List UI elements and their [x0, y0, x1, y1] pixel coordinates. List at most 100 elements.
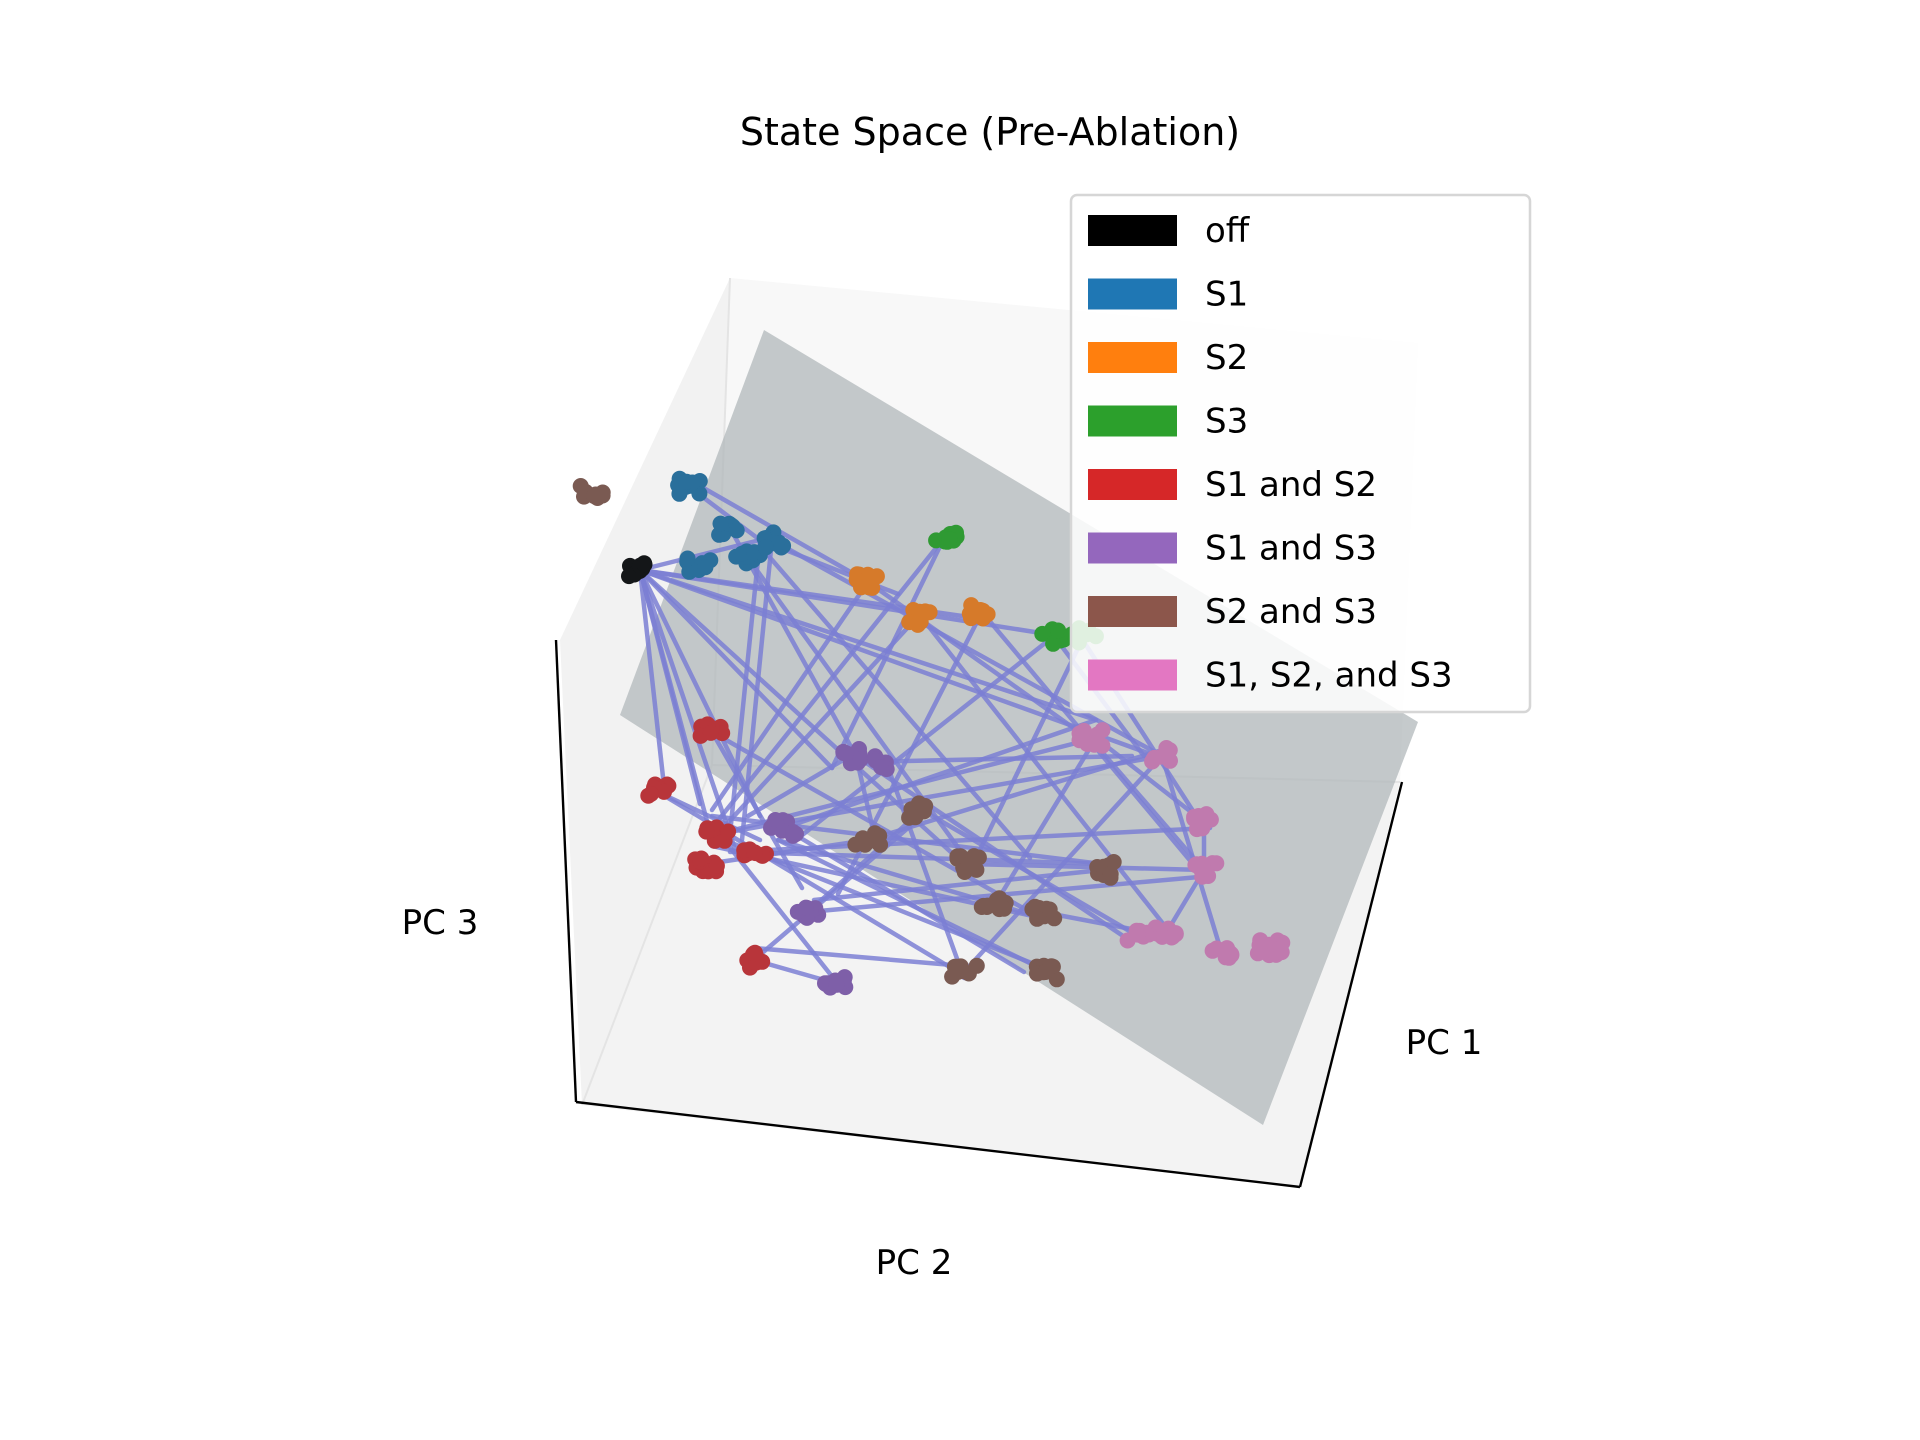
- state-point: [917, 798, 934, 814]
- legend-swatch: [1088, 342, 1177, 373]
- state-point: [949, 848, 966, 865]
- state-point: [733, 545, 750, 562]
- state-point: [1029, 910, 1046, 927]
- state-point: [708, 857, 725, 874]
- state-cluster-5: [698, 819, 737, 849]
- state-point: [746, 844, 763, 861]
- legend: off S1 S2 S3 S1 and S2 S1 and S3 S2 and S3 S1, …: [1069, 193, 1532, 714]
- state-cluster-8: [1249, 932, 1291, 964]
- state-cluster-5: [640, 776, 677, 804]
- state-cluster-2: [756, 524, 792, 556]
- state-cluster-8: [1186, 806, 1219, 838]
- legend-swatch: [1088, 596, 1177, 627]
- state-point: [712, 515, 729, 532]
- fitted-plane: [620, 330, 1418, 1125]
- state-cluster-5: [739, 944, 771, 976]
- state-point: [1043, 958, 1060, 975]
- state-cluster-7: [949, 848, 987, 880]
- legend-swatch: [1088, 532, 1177, 564]
- transition-line: [697, 483, 871, 585]
- state-cluster-6: [817, 969, 854, 996]
- legend-items: off S1 S2 S3 S1 and S2 S1 and S3 S2 and S3 S1, …: [1088, 211, 1453, 696]
- state-point: [636, 556, 653, 573]
- state-point: [702, 724, 719, 741]
- state-point: [857, 836, 873, 853]
- transition-line: [637, 567, 763, 819]
- transition-line: [775, 837, 1051, 975]
- state-cluster-4: [928, 524, 965, 550]
- state-point: [678, 473, 695, 490]
- state-point: [693, 850, 710, 867]
- state-point: [1164, 928, 1181, 945]
- state-cluster-2: [679, 550, 719, 580]
- state-cluster-7: [1089, 854, 1122, 886]
- legend-label: S2: [1205, 338, 1248, 378]
- transition-line: [709, 579, 871, 813]
- state-cluster-6: [789, 899, 827, 926]
- legend-swatch: [1088, 659, 1177, 691]
- state-point: [1187, 857, 1204, 873]
- state-point: [991, 890, 1008, 907]
- transition-line: [967, 861, 1207, 873]
- chart-title: State Space (Pre-Ablation): [740, 110, 1240, 154]
- state-point: [698, 823, 715, 840]
- state-point: [1071, 725, 1088, 742]
- transition-line: [703, 837, 871, 867]
- transition-line: [637, 567, 1099, 723]
- state-point: [679, 550, 696, 567]
- state-cluster-7: [1028, 957, 1065, 988]
- state-point: [838, 745, 855, 762]
- state-point: [974, 602, 991, 619]
- state-cluster-3: [961, 597, 996, 627]
- state-point: [1086, 736, 1103, 753]
- state-point: [643, 786, 659, 802]
- state-point: [656, 783, 672, 800]
- state-point: [1251, 937, 1268, 954]
- legend-label: S1 and S3: [1205, 529, 1377, 569]
- state-point: [594, 487, 611, 504]
- y-axis-label: PC 2: [876, 1243, 953, 1283]
- transition-line: [637, 567, 667, 789]
- state-point: [745, 945, 762, 962]
- legend-label: S1, S2, and S3: [1205, 656, 1453, 696]
- state-cluster-6: [866, 748, 895, 778]
- state-cluster-5: [736, 841, 774, 864]
- state-point: [873, 759, 890, 776]
- transition-lines: [637, 483, 1225, 987]
- transition-line: [859, 753, 1135, 765]
- transition-line: [637, 567, 715, 843]
- state-cluster-5: [692, 716, 731, 744]
- state-point: [1188, 821, 1205, 838]
- state-point: [728, 522, 745, 539]
- state-point: [1146, 749, 1163, 766]
- transition-line: [721, 837, 841, 987]
- state-point: [797, 899, 814, 916]
- y-axis-line: [575, 1100, 1301, 1189]
- state-cluster-7: [572, 478, 611, 506]
- transition-line: [919, 807, 1141, 939]
- legend-swatch: [1088, 278, 1177, 310]
- legend-label: S2 and S3: [1205, 592, 1377, 632]
- state-cluster-3: [901, 602, 938, 633]
- state-cluster-2: [711, 515, 745, 543]
- legend-swatch: [1088, 215, 1177, 246]
- legend-swatch: [1088, 405, 1177, 437]
- state-cluster-7: [1024, 898, 1063, 927]
- state-point: [852, 751, 869, 768]
- transition-line: [919, 615, 1171, 933]
- state-cluster-7: [847, 825, 889, 853]
- axis-lines: [554, 639, 1404, 1189]
- state-point: [1198, 806, 1215, 823]
- state-cluster-8: [1144, 740, 1178, 770]
- transition-line: [727, 537, 763, 837]
- legend-label: off: [1205, 211, 1251, 251]
- state-point: [1194, 868, 1211, 885]
- state-cluster-8: [1204, 940, 1240, 966]
- state-point: [1045, 635, 1062, 652]
- state-cluster-2: [670, 470, 708, 502]
- state-cluster-5: [687, 850, 725, 880]
- z-axis-line: [554, 639, 578, 1103]
- state-cluster-6: [835, 741, 869, 772]
- transition-line: [745, 753, 853, 819]
